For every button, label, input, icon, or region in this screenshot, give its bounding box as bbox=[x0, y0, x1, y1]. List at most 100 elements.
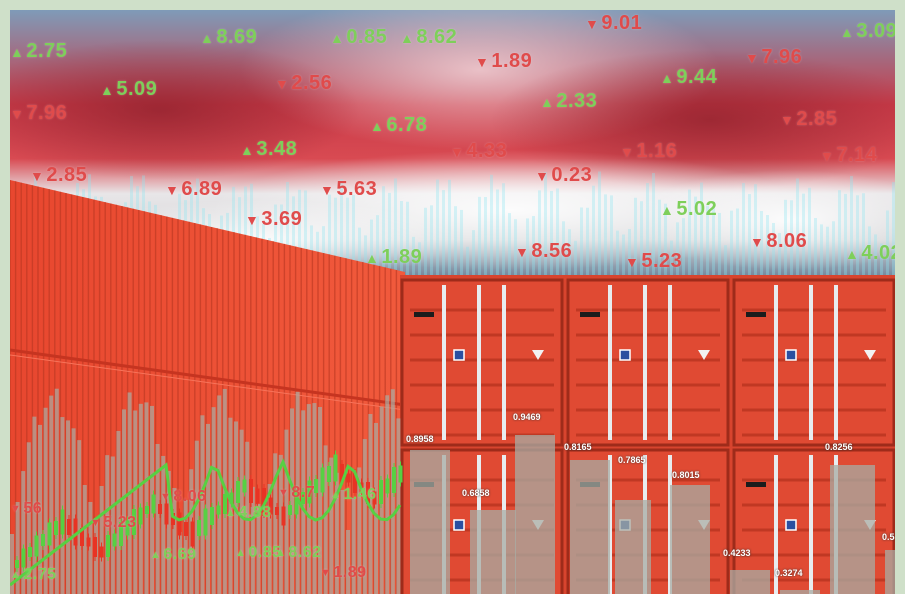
cyan-bar bbox=[820, 224, 823, 278]
cyan-bar bbox=[670, 240, 673, 278]
cyan-bar bbox=[778, 232, 781, 278]
chart-bar bbox=[267, 484, 272, 594]
arrow-up-icon: ▲ bbox=[840, 23, 855, 40]
chart-bar bbox=[470, 510, 516, 594]
cyan-bar bbox=[352, 194, 355, 278]
chart-bar bbox=[780, 590, 820, 594]
ticker-quote: ▼ 8.56 bbox=[515, 240, 572, 263]
ticker-value: 1.89 bbox=[333, 564, 367, 581]
cyan-bar bbox=[478, 196, 481, 278]
cyan-bar bbox=[682, 218, 685, 278]
ticker-value: 2.75 bbox=[26, 40, 68, 62]
bar-value-label: 0.8165 bbox=[564, 442, 592, 452]
cyan-bar bbox=[460, 209, 463, 278]
ticker-quote: ▼ 2.56 bbox=[275, 72, 332, 95]
ticker-quote: ▼ 2.85 bbox=[780, 108, 837, 131]
ticker-quote: ▼ 8.06 bbox=[160, 488, 207, 506]
ticker-quote: ▼ 0.23 bbox=[535, 164, 592, 187]
ticker-value: 1.89 bbox=[381, 246, 423, 268]
cyan-bar bbox=[442, 190, 445, 278]
cyan-bar bbox=[658, 199, 661, 278]
cyan-bar bbox=[400, 201, 403, 278]
arrow-down-icon: ▼ bbox=[275, 75, 290, 92]
ticker-value: 8.06 bbox=[766, 230, 808, 252]
ticker-quote: ▲4.02 bbox=[845, 242, 895, 265]
chart-bar bbox=[256, 503, 261, 594]
ticker-quote: ▲ 8.69 bbox=[200, 26, 257, 49]
arrow-down-icon: ▼ bbox=[820, 147, 835, 164]
cyan-bar bbox=[394, 178, 397, 278]
cyan-bar bbox=[292, 196, 295, 278]
chart-bar bbox=[830, 465, 875, 594]
arrow-down-icon: ▼ bbox=[10, 105, 25, 122]
chart-bar bbox=[88, 501, 93, 594]
ticker-value: 1.89 bbox=[491, 50, 533, 72]
chart-bar bbox=[334, 472, 339, 594]
chart-bar bbox=[211, 407, 216, 594]
cyan-bar bbox=[622, 234, 625, 278]
arrow-down-icon: ▼ bbox=[585, 15, 600, 32]
cyan-bar bbox=[808, 187, 811, 278]
chart-bar bbox=[116, 430, 121, 594]
bar-value-label: 0.4233 bbox=[723, 548, 751, 558]
ticker-value: 2.85 bbox=[796, 108, 838, 130]
cyan-bar bbox=[862, 193, 865, 278]
arrow-up-icon: ▲ bbox=[330, 29, 345, 46]
ticker-value: 6.78 bbox=[386, 114, 428, 136]
arrow-down-icon: ▼ bbox=[625, 253, 640, 270]
container-door bbox=[566, 278, 730, 447]
ticker-quote: ▼ 5.23 bbox=[90, 514, 137, 532]
ticker-quote: ▲ 3.09 bbox=[840, 20, 895, 43]
cyan-bar bbox=[676, 222, 679, 278]
chart-bar bbox=[323, 445, 328, 594]
ticker-quote: ▲ 2.33 bbox=[540, 90, 597, 113]
chart-bar bbox=[144, 402, 149, 594]
cyan-bar bbox=[334, 197, 337, 278]
chart-bar bbox=[362, 439, 367, 594]
ticker-quote: ▲ 6.78 bbox=[370, 114, 427, 137]
cyan-bar bbox=[502, 183, 505, 278]
arrow-down-icon: ▼ bbox=[320, 181, 335, 198]
cyan-bar bbox=[280, 204, 283, 278]
ticker-value: 7.14 bbox=[836, 144, 878, 166]
chart-bar bbox=[82, 484, 87, 594]
chart-bar bbox=[43, 407, 48, 594]
ticker-quote: ▲ 3.48 bbox=[240, 138, 297, 161]
cyan-bar bbox=[718, 212, 721, 278]
cyan-bar bbox=[838, 190, 841, 278]
ticker-value: 8.69 bbox=[216, 26, 258, 48]
cyan-bar bbox=[298, 189, 301, 278]
ticker-value: 3.69 bbox=[261, 208, 303, 230]
cyan-bar bbox=[844, 193, 847, 278]
arrow-up-icon: ▲ bbox=[370, 117, 385, 134]
cyan-bar bbox=[382, 186, 385, 278]
ticker-value: 2.75 bbox=[23, 566, 57, 583]
arrow-down-icon: ▼ bbox=[165, 181, 180, 198]
cyan-bar bbox=[796, 178, 799, 278]
chart-bar bbox=[172, 487, 177, 594]
cyan-bar bbox=[430, 205, 433, 278]
cyan-bar bbox=[304, 190, 307, 278]
chart-bar bbox=[77, 440, 82, 594]
cyan-bar bbox=[580, 207, 583, 278]
cyan-bar bbox=[496, 189, 499, 278]
ticker-value: 8.62 bbox=[288, 544, 322, 561]
ticker-value: 0.85 bbox=[248, 544, 282, 561]
cyan-bar bbox=[610, 195, 613, 278]
ticker-value: 5.09 bbox=[116, 78, 158, 100]
background-illustration bbox=[10, 10, 895, 594]
ticker-quote: ▼ 7.96 bbox=[745, 46, 802, 69]
arrow-up-icon: ▲ bbox=[240, 141, 255, 158]
ticker-value: 2.85 bbox=[46, 164, 88, 186]
chart-bar bbox=[410, 450, 450, 594]
cyan-bar bbox=[700, 182, 703, 278]
cyan-bar bbox=[826, 226, 829, 278]
chart-bar bbox=[273, 453, 278, 594]
chart-bar bbox=[374, 422, 378, 594]
chart-bar bbox=[138, 403, 143, 594]
ticker-value: 1.16 bbox=[636, 140, 678, 162]
cyan-bar bbox=[892, 182, 895, 278]
chart-bar bbox=[515, 435, 555, 594]
chart-bar bbox=[615, 500, 651, 594]
